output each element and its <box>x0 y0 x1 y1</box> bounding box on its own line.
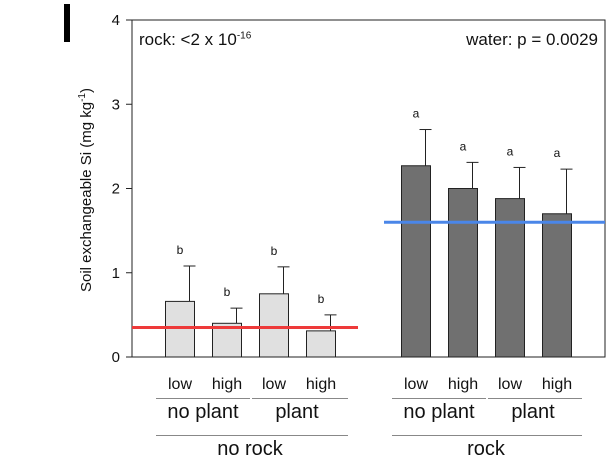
significance-letter: b <box>177 243 184 257</box>
y-tick-label: 4 <box>112 12 120 29</box>
water-label: high <box>447 376 479 393</box>
bars: b b b b a a a a <box>165 107 573 358</box>
y-tick-label: 3 <box>112 96 120 113</box>
bar <box>495 198 525 358</box>
group-rule <box>488 398 582 399</box>
bar <box>165 300 195 358</box>
significance-letter: a <box>460 139 467 153</box>
significance-letter: a <box>413 107 420 121</box>
water-p-annotation: water: p = 0.0029 <box>466 30 598 49</box>
plant-label: plant <box>511 401 555 423</box>
y-axis-title: Soil exchangeable Si (mg kg-1) <box>77 87 95 293</box>
y-tick-label: 0 <box>112 349 120 366</box>
bar <box>401 165 431 358</box>
y-tick-label: 1 <box>112 265 120 282</box>
y-tick-label: 2 <box>112 181 120 198</box>
water-label: high <box>305 376 337 393</box>
plant-label: no plant <box>167 401 239 423</box>
bar <box>542 213 572 358</box>
bar <box>448 188 478 358</box>
rock-label: rock <box>467 438 505 460</box>
significance-letter: b <box>271 244 278 258</box>
water-label: high <box>211 376 243 393</box>
plant-label: no plant <box>403 401 475 423</box>
group-rule <box>252 398 348 399</box>
plant-label: plant <box>275 401 319 423</box>
group-rule <box>156 398 250 399</box>
water-label: low <box>261 376 287 393</box>
significance-letter: b <box>318 292 325 306</box>
significance-letter: a <box>507 144 514 158</box>
group-rule <box>392 435 582 436</box>
water-label: high <box>541 376 573 393</box>
bar <box>306 330 336 358</box>
rock-p-annotation: rock: <2 x 10-16 <box>139 30 252 49</box>
panel-label-bar <box>64 4 70 42</box>
water-label: low <box>403 376 429 393</box>
water-label: low <box>497 376 523 393</box>
y-axis: 0 1 2 3 4 <box>112 12 132 366</box>
group-rule <box>392 398 486 399</box>
rock-label: no rock <box>217 438 283 460</box>
water-label: low <box>167 376 193 393</box>
bar <box>259 293 289 358</box>
group-rule <box>156 435 348 436</box>
mean-lines <box>132 220 605 330</box>
significance-letter: a <box>554 146 561 160</box>
significance-letter: b <box>224 285 231 299</box>
